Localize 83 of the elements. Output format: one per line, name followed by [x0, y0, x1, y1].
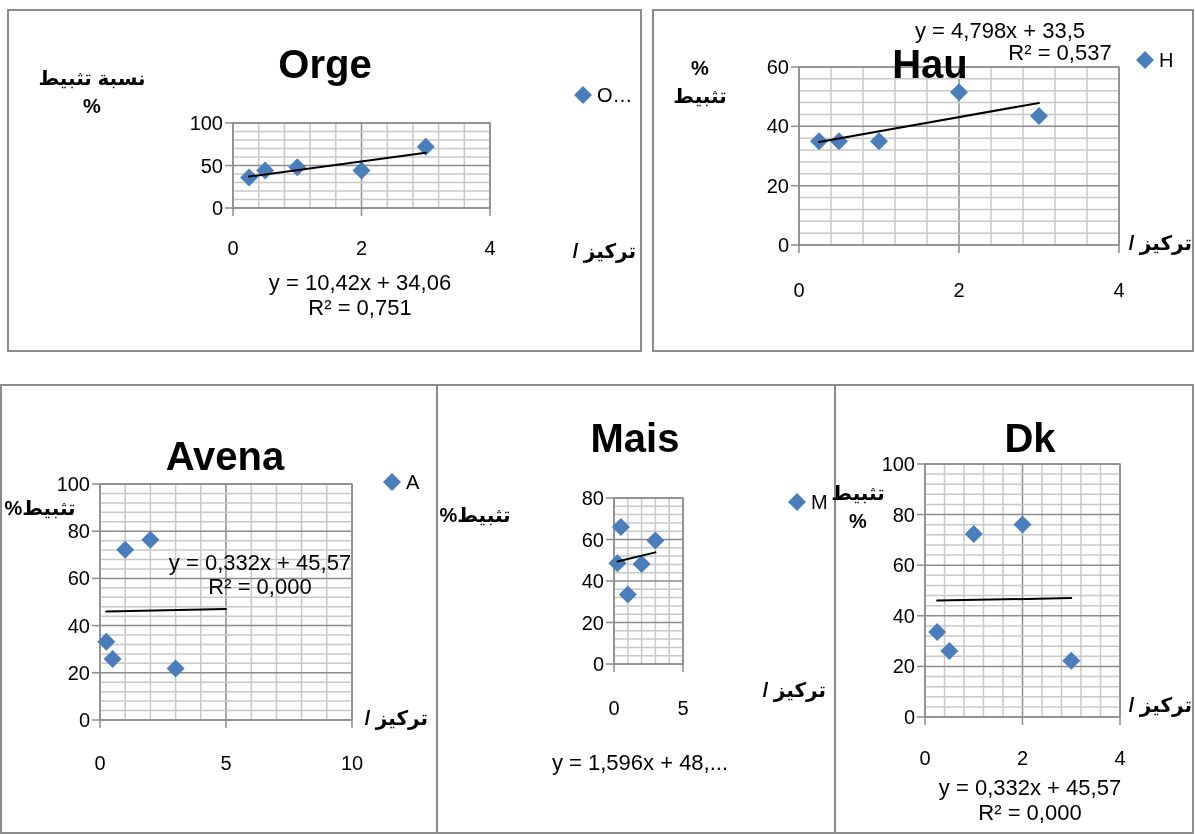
- point: [964, 525, 983, 544]
- y-tick-label: 20: [892, 655, 915, 678]
- point: [611, 518, 630, 537]
- point: [116, 540, 135, 559]
- x-tick-label: 0: [793, 279, 805, 301]
- x-axis-title: تركيز /: [1128, 694, 1192, 717]
- annotation: y = 0,332x + 45,57: [168, 550, 352, 575]
- point: [141, 530, 160, 549]
- x-axis-title: تركيز /: [762, 679, 826, 702]
- chart-title: Hau: [892, 42, 968, 86]
- point: [166, 659, 185, 678]
- x-axis-title: تركيز /: [572, 240, 636, 263]
- point: [928, 622, 947, 641]
- point: [103, 649, 122, 668]
- y-tick-label: 60: [581, 528, 604, 551]
- y-tick-label: 20: [67, 661, 90, 684]
- x-tick-label: 0: [919, 747, 931, 769]
- y-tick-label: 100: [881, 453, 915, 475]
- y-tick-label: 80: [67, 520, 90, 543]
- y-tick-label: 60: [766, 56, 789, 78]
- x-tick-label: 0: [227, 237, 239, 259]
- point: [950, 83, 968, 102]
- y-tick-label: 20: [581, 611, 604, 634]
- point: [618, 585, 637, 604]
- point: [97, 632, 116, 651]
- x-tick-label: 2: [1016, 747, 1029, 769]
- point: [240, 168, 259, 187]
- x-axis-title: تركيز /: [364, 707, 428, 730]
- x-tick-label: 4: [484, 237, 496, 259]
- x-axis-title: تركيز /: [1128, 232, 1192, 255]
- x-tick-label: 2: [355, 237, 368, 259]
- text: y = 4,798x + 33,5: [914, 18, 1086, 43]
- point: [646, 531, 665, 550]
- y-tick-label: 80: [581, 487, 604, 509]
- y-tick-label: 40: [892, 604, 915, 627]
- text: y = 0,332x + 45,57: [938, 775, 1122, 800]
- point: [1013, 515, 1032, 534]
- point: [870, 132, 888, 151]
- y-tick-label: 40: [766, 115, 789, 138]
- legend-label: A: [406, 471, 420, 493]
- y-tick-label: 20: [766, 174, 789, 197]
- x-tick-label: 5: [677, 697, 689, 719]
- text: R² = 0,537: [1008, 40, 1112, 65]
- text: y = 10,42x + 34,06: [268, 270, 452, 295]
- legend-label: H: [1159, 49, 1174, 71]
- y-axis-title: % تثبيط: [673, 57, 727, 107]
- point: [608, 554, 627, 573]
- y-tick-label: 100: [56, 473, 90, 495]
- text: R² = 0,000: [978, 800, 1082, 825]
- y-axis-title: تثبيط%: [4, 497, 76, 519]
- y-axis-title: نسبة تثبيط %: [38, 67, 146, 117]
- point: [940, 641, 959, 660]
- y-tick-label: 50: [200, 154, 223, 177]
- x-tick-label: 5: [220, 752, 232, 774]
- x-tick-label: 10: [340, 752, 364, 774]
- point: [352, 161, 371, 180]
- y-axis-title: تثبيط%: [439, 504, 511, 526]
- point: [632, 554, 651, 573]
- point: [416, 137, 435, 156]
- point: [1062, 651, 1081, 670]
- y-tick-label: 60: [892, 554, 915, 577]
- text: y = 1,596x + 48,...: [551, 750, 729, 775]
- chart-title: Orge: [278, 42, 372, 86]
- legend-label: M: [811, 491, 828, 513]
- x-tick-label: 4: [1113, 279, 1125, 301]
- x-tick-label: 0: [94, 752, 106, 774]
- y-tick-label: 0: [211, 197, 223, 219]
- y-tick-label: 0: [592, 653, 604, 675]
- x-tick-label: 4: [1114, 747, 1126, 769]
- y-tick-label: 100: [189, 112, 223, 134]
- chart-title: Avena: [165, 434, 286, 478]
- y-tick-label: 60: [67, 567, 90, 590]
- y-tick-label: 40: [581, 570, 604, 592]
- y-tick-label: 80: [892, 503, 915, 526]
- text: R² = 0,751: [308, 295, 412, 320]
- point: [1030, 106, 1048, 125]
- y-axis-title: تثبيط %: [831, 482, 885, 532]
- legend-label: O…: [597, 84, 633, 106]
- x-tick-label: 2: [953, 279, 965, 301]
- chart-title: Dk: [1004, 416, 1057, 460]
- y-tick-label: 40: [67, 614, 90, 637]
- annotation: R² = 0,000: [208, 574, 312, 599]
- chart-title: Mais: [590, 416, 680, 460]
